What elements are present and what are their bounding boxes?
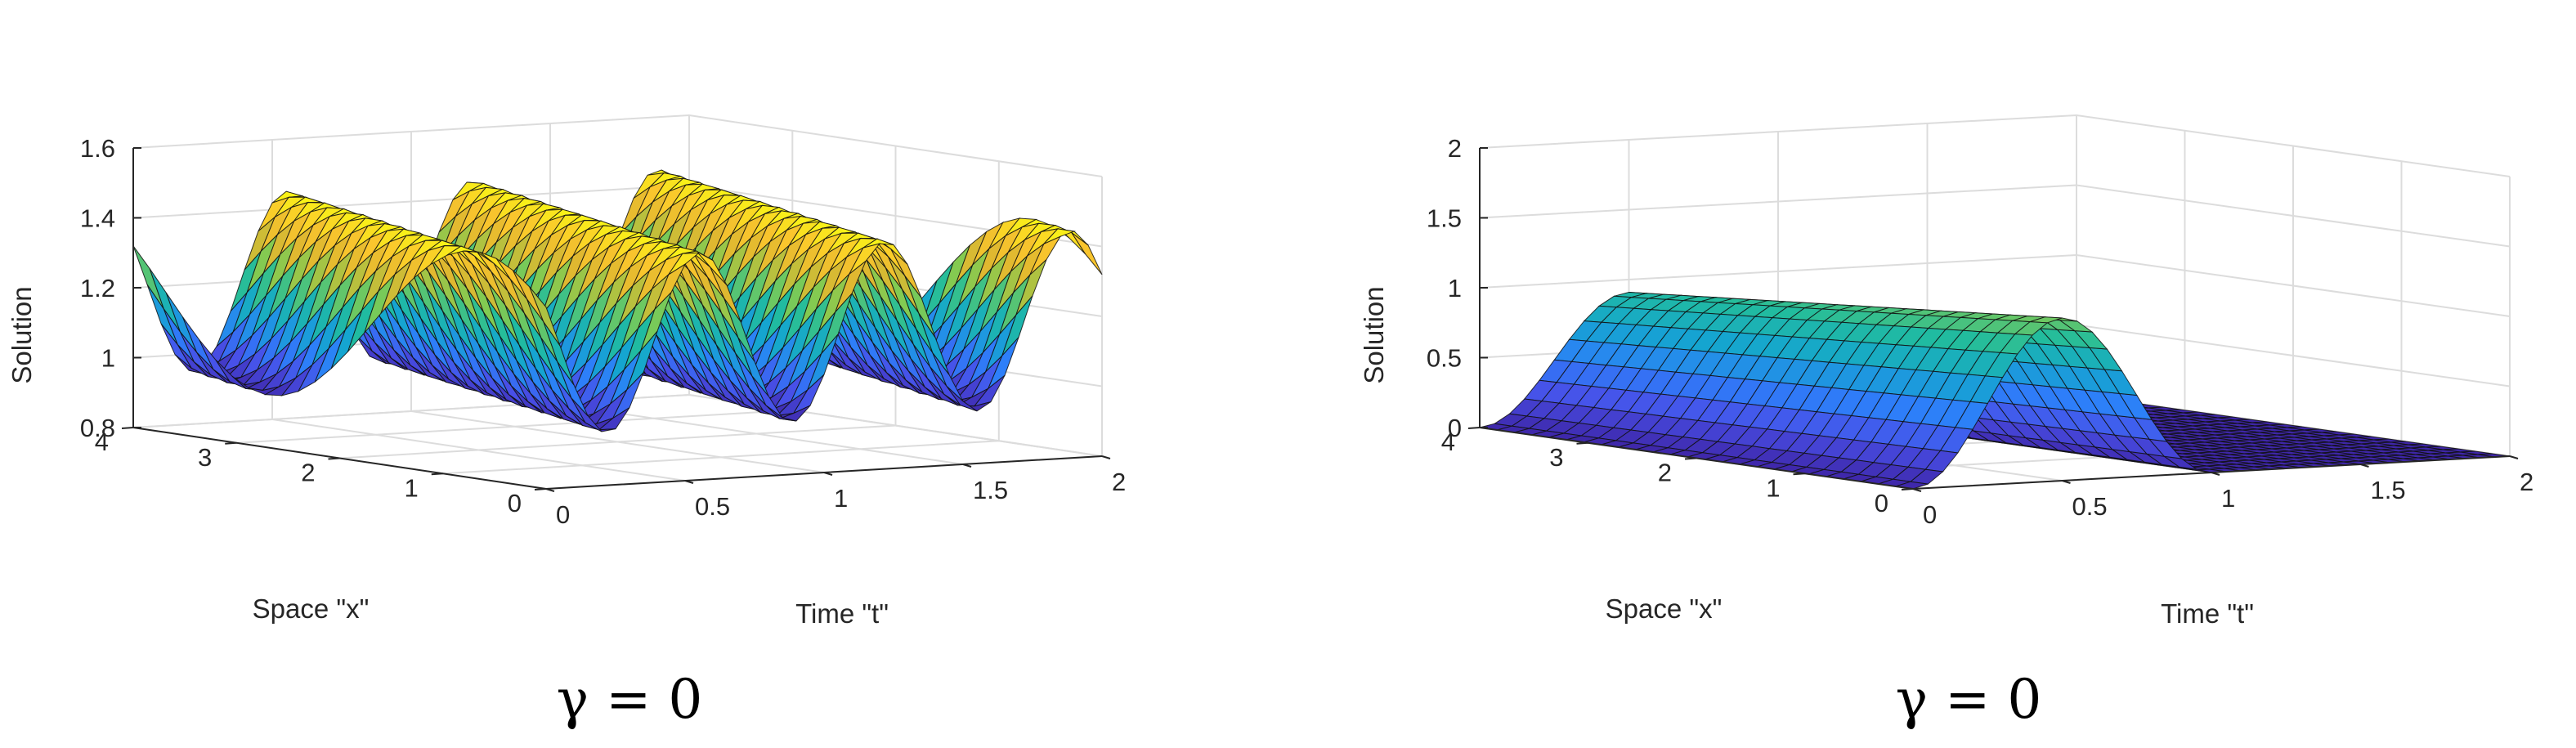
z-axis-label: Solution [1359,286,1389,383]
z-tick-label: 2 [1448,134,1462,163]
surface-patch [132,245,164,309]
x-tick-label: 2 [301,459,315,487]
y-tick-label: 1.5 [973,476,1008,504]
y-axis-label: Time "t" [2161,598,2254,629]
axes-lines [121,147,1111,492]
y-tick-label: 0 [556,500,570,529]
x-tick-label: 4 [95,428,109,456]
z-tick-label: 1 [101,344,115,373]
surface-plot-left: 0.8 1 1.2 1.4 1.6 0 1 2 3 4 0 0.5 1 1.5 2 Solution Space… [7,114,1126,731]
y-tick-label: 1.5 [2371,476,2406,504]
z-tick-label: 1.5 [1427,204,1462,233]
z-tick-label: 0.5 [1427,344,1462,373]
z-tick-label: 0.8 [80,414,115,442]
x-tick-label: 2 [1658,459,1672,487]
x-axis-label: Space "x" [253,593,370,624]
z-tick-label: 1.2 [80,274,115,302]
z-tick-label: 0 [1448,414,1462,442]
x-tick-label: 1 [1766,473,1780,502]
y-axis-label: Time "t" [795,598,889,629]
z-tick-label: 1.6 [80,134,115,163]
y-tick-label: 2 [2520,468,2533,496]
x-tick-label: 3 [198,443,212,472]
panel-caption: γ = 0 [1896,668,2042,731]
z-tick-label: 1 [1448,274,1462,302]
x-axis-label: Space "x" [1606,593,1723,624]
x-tick-label: 0 [1875,489,1888,517]
z-axis-label: Solution [7,286,37,383]
y-tick-label: 0.5 [695,492,730,521]
axes-lines [1467,147,2519,492]
x-tick-label: 3 [1549,443,1563,472]
x-tick-label: 0 [508,489,522,517]
z-tick-label: 1.4 [80,204,115,233]
surface-patch [1071,232,1103,275]
x-tick-label: 4 [1441,428,1455,456]
y-tick-label: 0.5 [2072,492,2108,521]
panel-caption: γ = 0 [557,668,703,731]
x-tick-label: 1 [405,473,419,502]
y-tick-label: 1 [834,484,848,513]
y-tick-label: 1 [2221,484,2235,513]
surface-patch [529,286,561,347]
surface-mesh [132,169,1103,432]
surface-mesh [1479,291,2511,490]
y-tick-label: 0 [1923,500,1937,529]
y-tick-label: 2 [1112,468,1126,496]
